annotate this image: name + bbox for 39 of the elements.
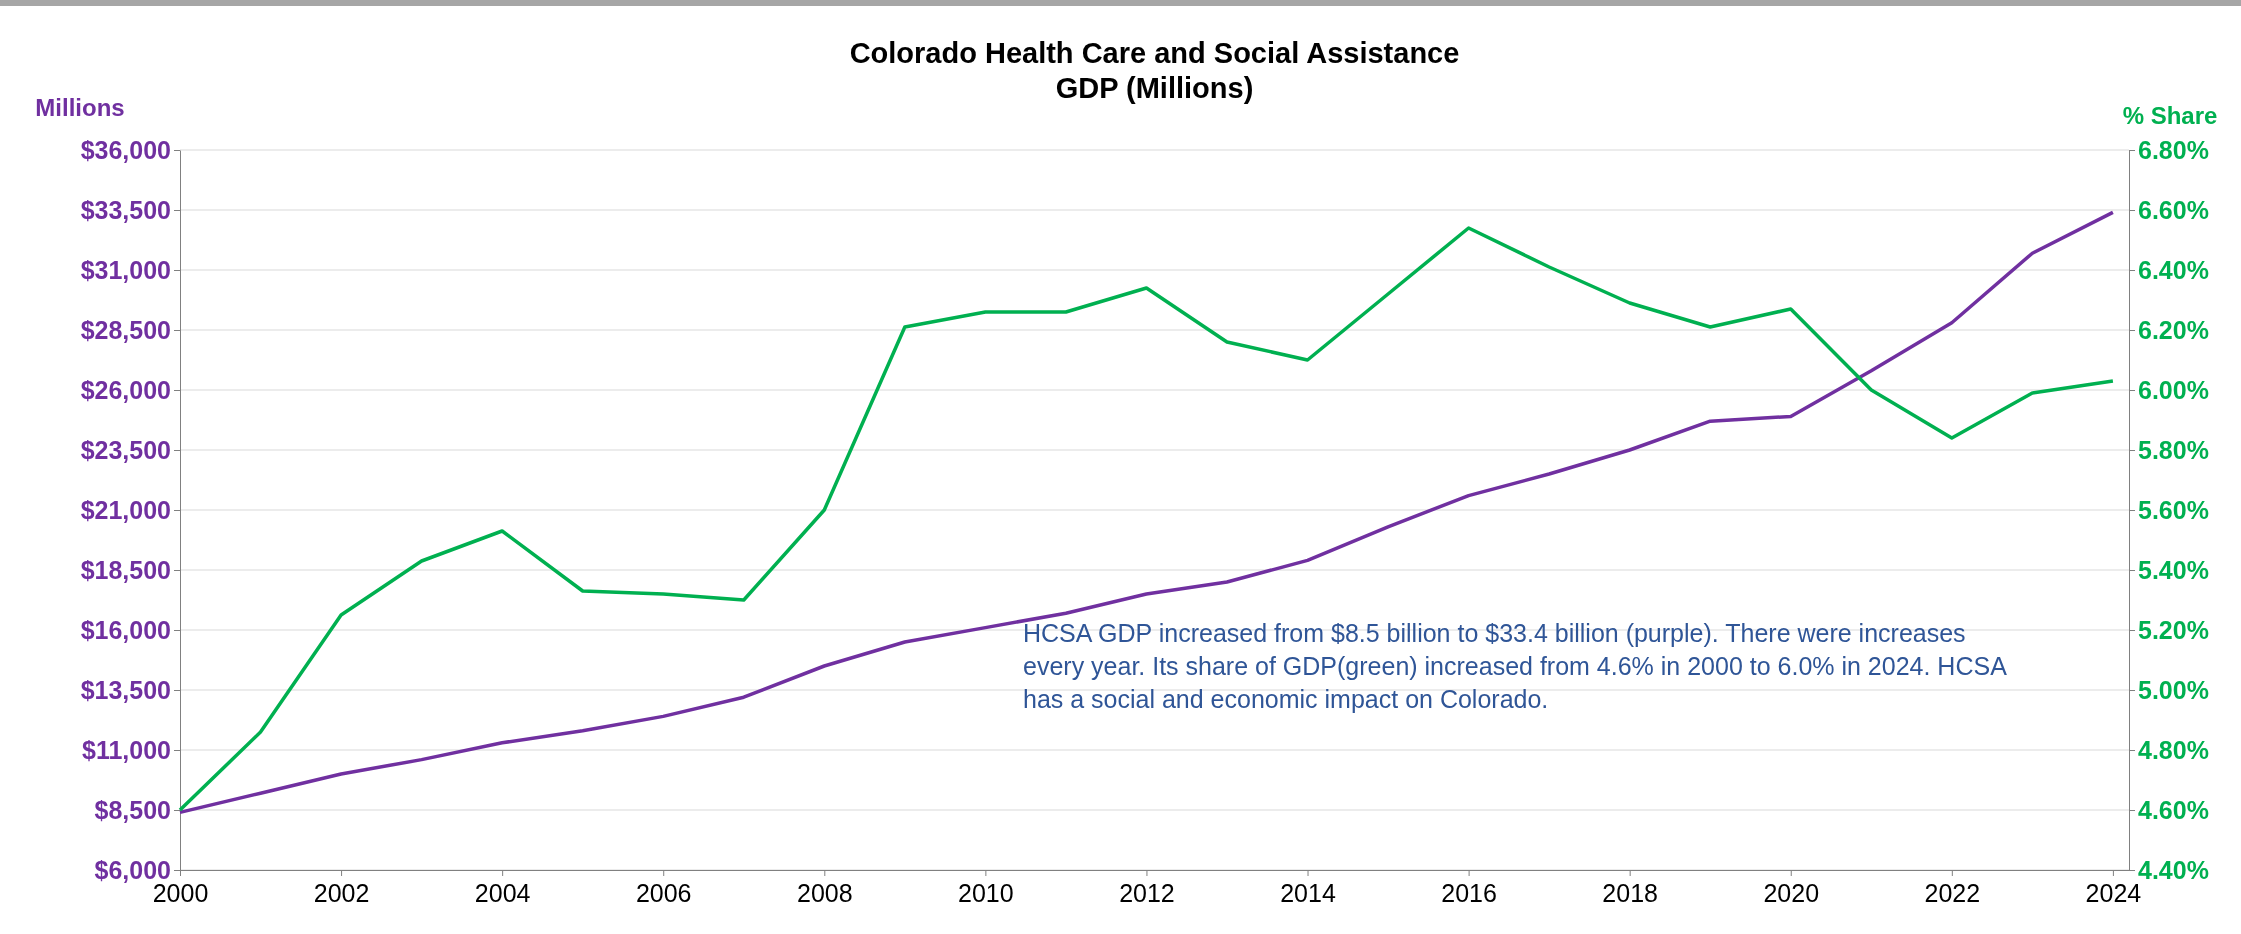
y-tick-label: $36,000 xyxy=(80,135,171,164)
x-tick-label: 2022 xyxy=(1924,878,1981,907)
chart-title: Colorado Health Care and Social Assistance GDP (Millions) xyxy=(849,37,1460,104)
x-tick-label: 2002 xyxy=(313,878,370,907)
x-tick-label: 2010 xyxy=(958,878,1014,907)
y2-tick-label: 4.80% xyxy=(2138,735,2209,764)
y-tick-label: $16,000 xyxy=(80,615,171,644)
x-tick-label: 2004 xyxy=(474,878,531,907)
y-tick-label: $28,500 xyxy=(80,315,171,344)
y2-tick-label: 5.00% xyxy=(2138,675,2209,704)
x-tick-label: 2020 xyxy=(1763,878,1820,907)
x-tick-label: 2012 xyxy=(1119,878,1175,907)
y-axis-title: Millions xyxy=(35,94,125,121)
y2-axis-title: % Share xyxy=(2122,102,2218,129)
y2-tick-label: 4.60% xyxy=(2138,795,2209,824)
y2-tick-label: 5.60% xyxy=(2138,495,2209,524)
y2-tick-label: 5.80% xyxy=(2138,435,2209,464)
y-tick-label: $23,500 xyxy=(80,435,171,464)
x-tick-label: 2006 xyxy=(635,878,692,907)
y2-tick-label: 6.80% xyxy=(2138,135,2209,164)
y-tick-label: $11,000 xyxy=(82,735,171,764)
y2-tick-label: 5.20% xyxy=(2138,615,2209,644)
y2-tick-label: 5.40% xyxy=(2138,555,2209,584)
y-tick-label: $21,000 xyxy=(80,495,171,524)
y-tick-label: $31,000 xyxy=(80,255,171,284)
y2-tick-label: 6.60% xyxy=(2138,195,2209,224)
y2-tick-label: 6.40% xyxy=(2138,255,2209,284)
y-tick-label: $8,500 xyxy=(94,795,171,824)
y2-tick-label: 6.20% xyxy=(2138,315,2209,344)
y2-tick-label: 6.00% xyxy=(2138,375,2209,404)
x-tick-label: 2016 xyxy=(1441,878,1497,907)
x-tick-label: 2014 xyxy=(1280,878,1336,907)
x-tick-label: 2018 xyxy=(1602,878,1658,907)
y-tick-label: $18,500 xyxy=(80,555,171,584)
y-tick-label: $13,500 xyxy=(80,675,171,704)
annotation: HCSA GDP increased from $8.5 billion to $33.4 billion (purple). There were increases every year. Its share of GDP(green) increased from 4.6% in 2000 to 6.0% in 2024. HCSA has a social and economic impact on Colorado. xyxy=(1023,619,2008,713)
y-tick-label: $26,000 xyxy=(80,375,171,404)
y-tick-label: $33,500 xyxy=(80,195,171,224)
x-tick-label: 2008 xyxy=(796,878,853,907)
